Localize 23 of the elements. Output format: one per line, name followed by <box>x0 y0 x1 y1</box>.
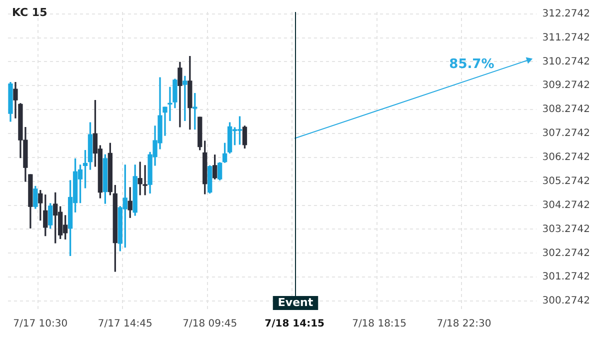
x-tick-label: 7/18 22:30 <box>436 318 492 330</box>
y-tick-label: 311.2742 <box>542 32 590 44</box>
y-tick-label: 312.2742 <box>542 8 590 20</box>
x-tick-label: 7/18 18:15 <box>352 318 407 330</box>
x-tick-label: 7/18 09:45 <box>182 318 238 330</box>
x-tick-label: 7/17 10:30 <box>13 318 68 330</box>
y-tick-label: 310.2742 <box>542 56 590 68</box>
x-tick-label: 7/17 14:45 <box>98 318 152 330</box>
y-tick-label: 308.2742 <box>542 104 590 116</box>
annotation: 85.7% <box>449 56 494 72</box>
y-tick-label: 306.2742 <box>542 152 590 164</box>
x-tick-label: 7/18 14:15 <box>264 318 325 330</box>
candlestick <box>182 76 188 121</box>
y-tick-label: 300.2742 <box>542 296 590 307</box>
y-tick-label: 302.2742 <box>542 248 590 259</box>
y-tick-label: 309.2742 <box>542 80 590 92</box>
chart-title: KC 15 <box>12 6 48 19</box>
y-tick-label: 307.2742 <box>542 128 590 140</box>
y-tick-label: 301.2742 <box>542 272 590 283</box>
y-tick-label: 303.2742 <box>542 224 590 235</box>
y-tick-label: 304.2742 <box>542 200 590 211</box>
ref-line-label: Event <box>278 296 314 309</box>
y-tick-label: 305.2742 <box>542 176 590 187</box>
